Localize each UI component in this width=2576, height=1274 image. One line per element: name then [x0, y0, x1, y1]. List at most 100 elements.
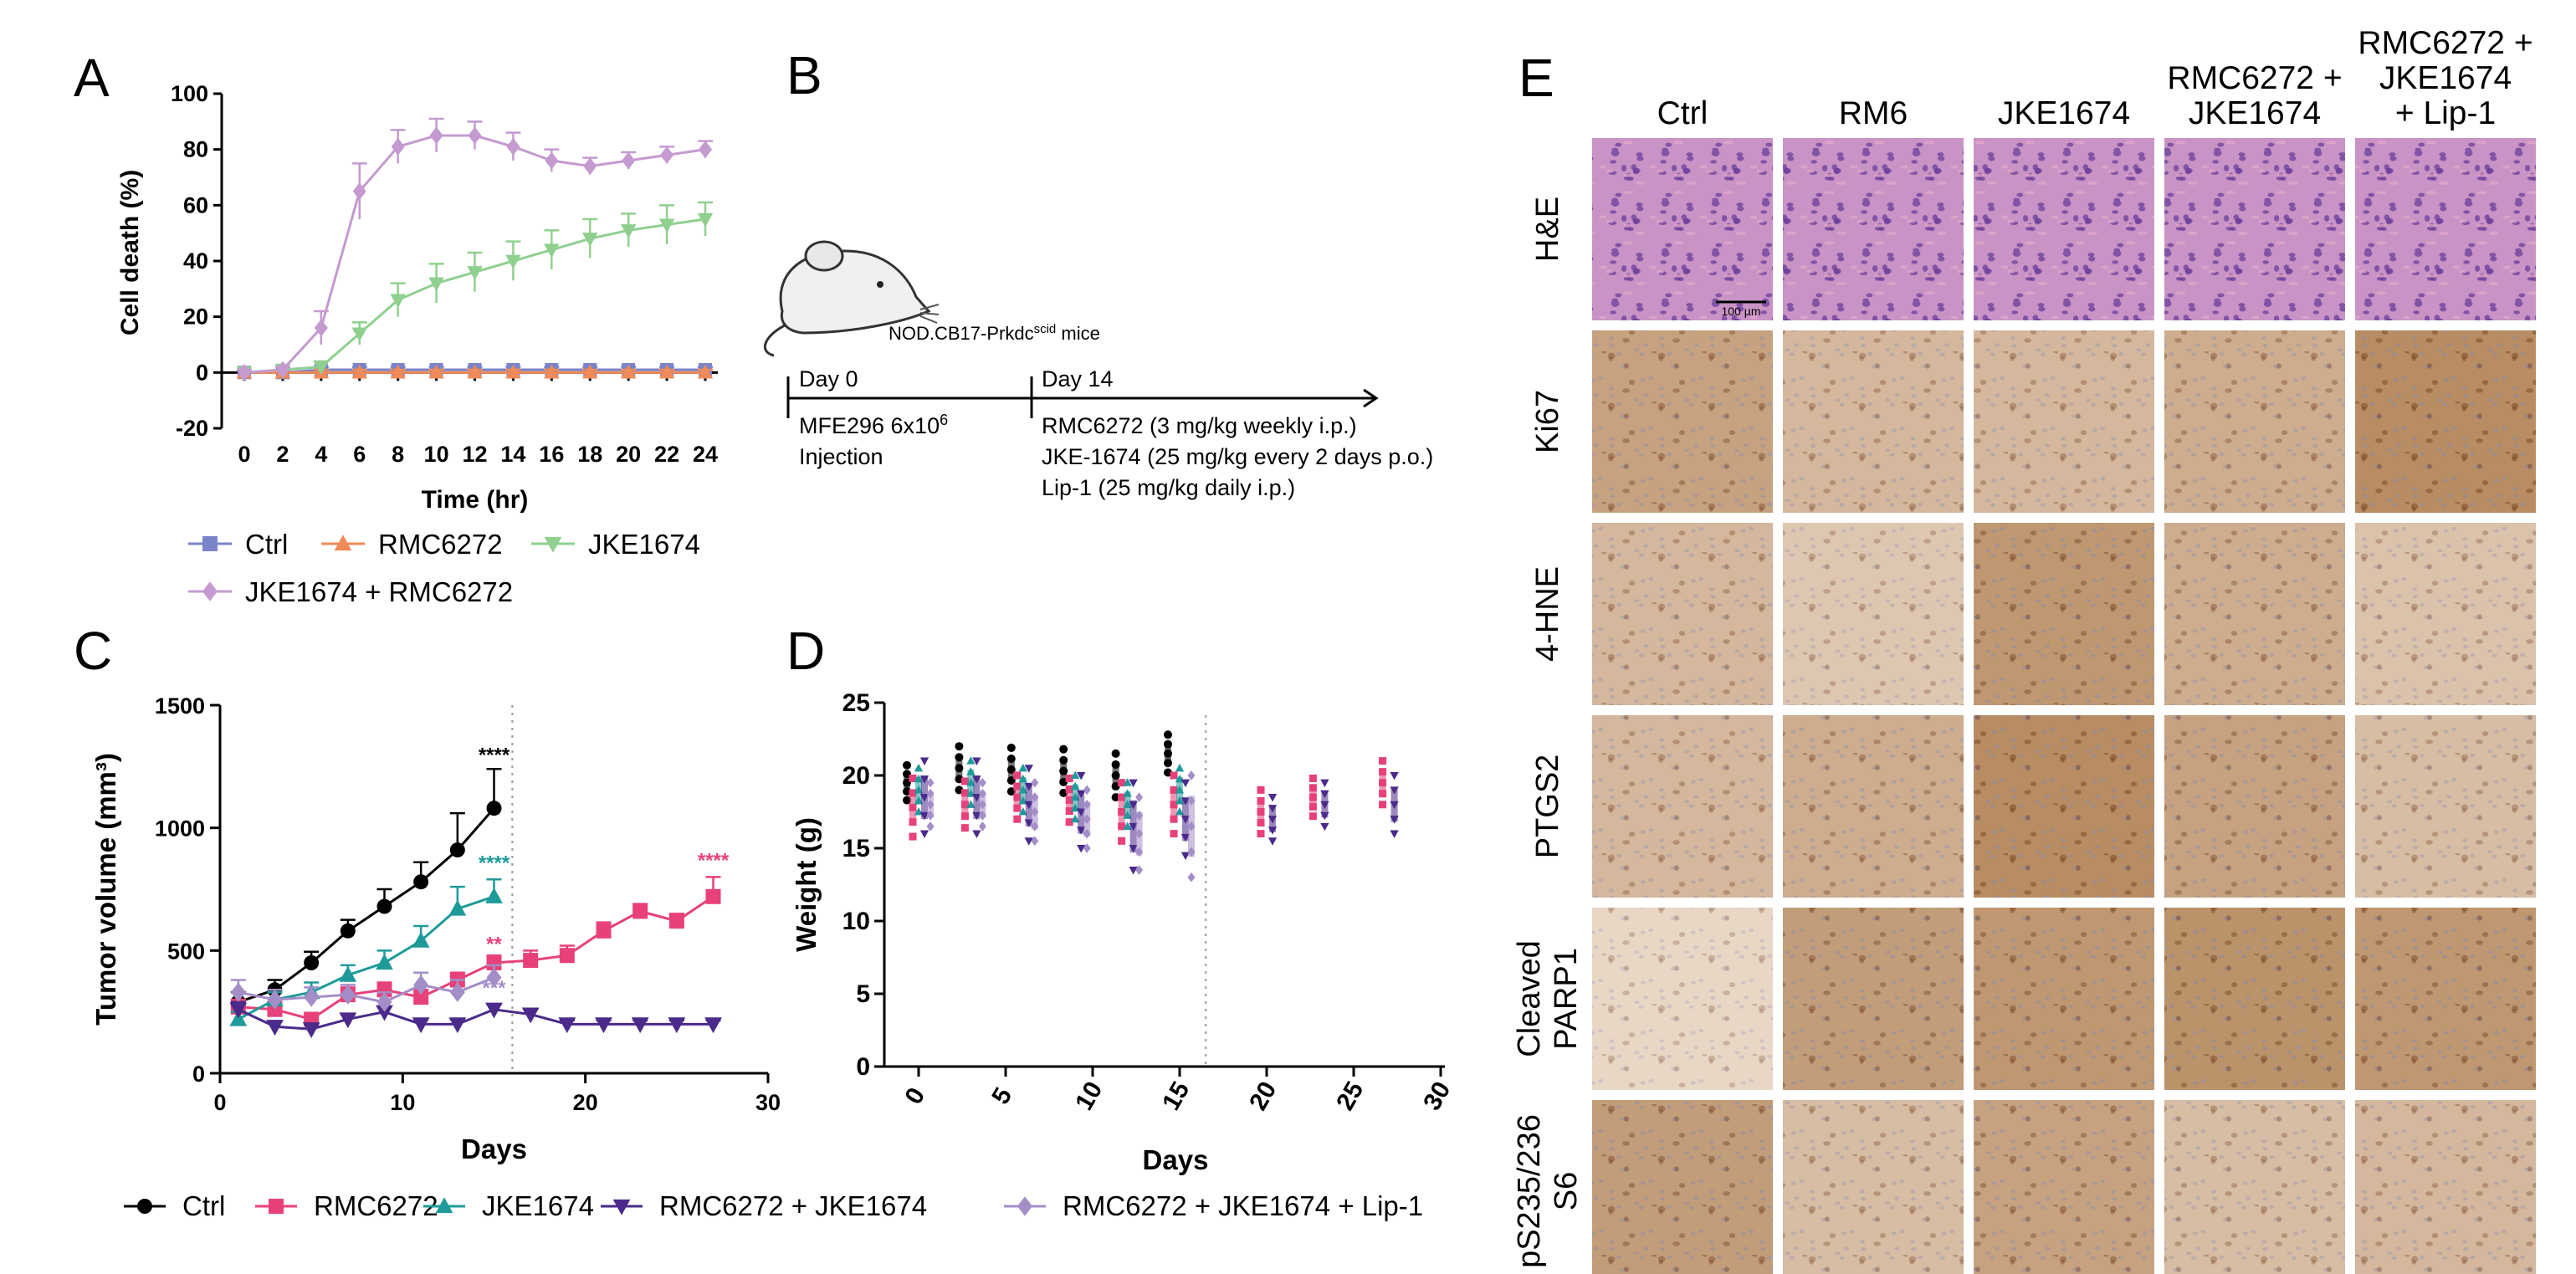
weight-point — [1268, 837, 1278, 846]
weight-point — [1164, 739, 1172, 749]
weight-point — [1379, 801, 1387, 809]
histology-image — [1592, 138, 1773, 320]
histology-tissue — [1592, 138, 1773, 320]
weight-point — [1077, 826, 1086, 835]
injection-label-2: Injection — [799, 444, 883, 469]
legend-marker — [334, 535, 352, 551]
weight-point — [1135, 811, 1144, 821]
data-point — [339, 965, 357, 982]
histology-image — [1592, 715, 1773, 898]
weight-point — [919, 794, 930, 802]
data-point — [632, 903, 648, 919]
data-point — [376, 898, 392, 914]
group-jke1674 — [914, 756, 1185, 830]
mouse-body — [779, 249, 931, 335]
weight-point — [1175, 763, 1185, 772]
data-point — [486, 955, 502, 970]
weight-point — [1013, 815, 1022, 823]
weight-point — [1118, 837, 1126, 845]
series-jke1674 — [236, 201, 714, 381]
weight-point — [1379, 779, 1387, 787]
y-tick-label: 25 — [842, 689, 870, 717]
data-point — [705, 888, 721, 904]
weight-point — [1123, 789, 1132, 797]
weight-point — [1379, 757, 1387, 765]
histology-image — [1974, 330, 2154, 513]
x-axis-label: Time (hr) — [422, 486, 529, 514]
data-point — [376, 954, 393, 970]
histology-image — [2164, 715, 2345, 898]
legend-label: Ctrl — [245, 529, 288, 560]
mouse-ear — [804, 240, 844, 272]
weight-point — [1164, 759, 1172, 768]
weight-point — [1308, 793, 1317, 801]
weight-point — [972, 757, 981, 765]
weight-point — [1123, 800, 1132, 808]
data-point — [486, 801, 502, 816]
weight-point — [1308, 774, 1317, 782]
weight-point — [1320, 811, 1329, 821]
weight-point — [909, 803, 917, 811]
weight-point — [1031, 836, 1039, 847]
data-point — [340, 985, 356, 1005]
weight-point — [1083, 828, 1091, 839]
histology-image — [2355, 523, 2536, 705]
timeline-arrow — [1363, 388, 1379, 408]
data-point — [559, 948, 575, 964]
weight-point — [1059, 744, 1068, 754]
data-point — [304, 987, 320, 1007]
weight-point — [1031, 806, 1039, 817]
weight-point — [1187, 770, 1196, 780]
legend-label: JKE1674 + RMC6272 — [245, 576, 513, 607]
x-tick-label: 0 — [213, 1090, 226, 1115]
weight-point — [1071, 781, 1080, 790]
weight-point — [1135, 792, 1144, 802]
weight-point — [1018, 774, 1027, 783]
weight-point — [1059, 755, 1068, 765]
weight-point — [926, 821, 935, 831]
histology-tissue — [2355, 523, 2536, 705]
legend-marker — [137, 1199, 152, 1214]
data-point — [428, 277, 444, 292]
weight-point — [909, 818, 917, 826]
weight-point — [919, 811, 930, 821]
weight-point — [1268, 805, 1278, 813]
weight-point — [1135, 828, 1144, 839]
series-jke1674-rmc6272 — [237, 117, 713, 381]
weight-point — [1268, 816, 1278, 824]
weight-point — [1123, 778, 1132, 786]
row-label: CleavedPARP1 — [1512, 940, 1584, 1057]
x-tick-label: 14 — [500, 442, 525, 467]
weight-point — [1031, 821, 1039, 831]
series-line — [238, 1008, 714, 1031]
data-point — [351, 364, 367, 379]
weight-point — [1123, 811, 1132, 819]
weight-point — [1170, 801, 1178, 809]
y-tick-label: 80 — [183, 137, 208, 162]
weight-point — [1187, 847, 1196, 857]
x-tick-label: 18 — [577, 442, 602, 467]
weight-point — [1129, 822, 1138, 831]
series-rmc6272 — [236, 364, 714, 379]
weight-point — [1170, 785, 1178, 794]
x-tick-label: 12 — [462, 442, 487, 467]
weight-point — [1164, 749, 1172, 758]
weight-point — [1187, 872, 1196, 883]
weight-point — [1065, 818, 1073, 826]
data-point — [668, 1017, 686, 1034]
data-point — [486, 967, 502, 988]
x-tick-label: 20 — [573, 1090, 598, 1115]
histology-tissue — [1974, 523, 2154, 705]
weight-point — [978, 821, 986, 831]
data-point — [413, 874, 429, 890]
data-point — [376, 992, 392, 1012]
data-point — [699, 141, 712, 159]
legend-marker — [202, 581, 218, 601]
weight-point — [1379, 768, 1387, 776]
data-point — [449, 842, 465, 858]
y-tick-label: 40 — [183, 248, 208, 274]
weight-point — [1129, 867, 1138, 875]
weight-point — [926, 777, 935, 788]
data-point — [412, 931, 430, 948]
